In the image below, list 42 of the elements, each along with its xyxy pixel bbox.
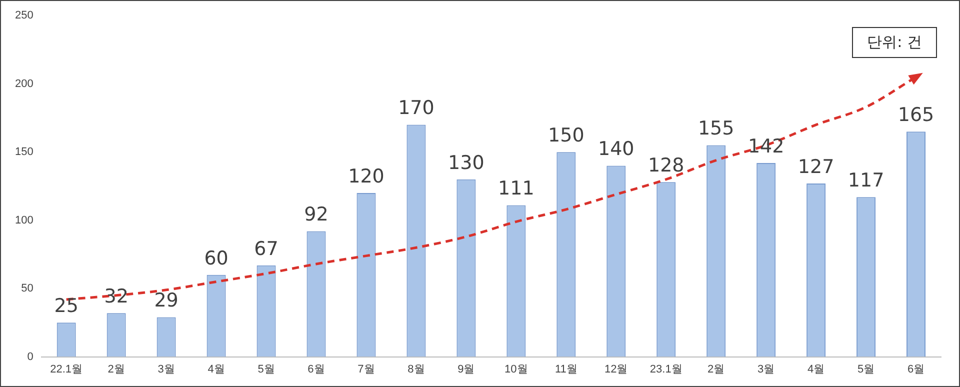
y-tick-label: 250 [14,10,34,22]
x-tick-label: 23.1월 [650,363,682,376]
data-label: 170 [398,97,434,120]
data-label: 117 [848,170,884,192]
data-label: 29 [154,290,178,312]
x-tick-label: 7월 [358,363,375,376]
x-tick-label: 8월 [408,363,425,376]
data-label: 127 [798,156,834,178]
y-tick-label: 100 [14,214,34,226]
data-label: 92 [304,204,328,226]
x-tick-label: 5월 [258,363,275,376]
x-tick-label: 4월 [208,363,225,376]
data-label: 130 [448,152,484,174]
x-tick-label: 4월 [807,363,825,376]
data-label: 67 [254,238,278,260]
data-label: 150 [548,124,584,147]
data-label: 165 [898,104,934,126]
data-label: 32 [104,286,128,308]
y-tick-label: 200 [14,78,34,90]
data-label: 155 [698,118,734,140]
x-tick-label: 5월 [857,363,875,376]
annotation: 단위: 건 [852,27,937,58]
x-tick-label: 10월 [504,363,528,376]
y-tick-label: 150 [14,146,34,158]
y-tick-label: 50 [21,282,34,295]
x-tick-label: 6월 [308,363,325,376]
data-label: 60 [204,247,228,270]
x-tick-label: 3월 [158,363,175,376]
data-label: 128 [648,154,684,177]
x-tick-label: 12월 [604,363,628,376]
x-tick-label: 2월 [708,363,725,376]
x-tick-label: 3월 [758,363,775,376]
data-label: 25 [54,295,78,318]
x-tick-label: 22.1월 [50,363,83,376]
x-tick-label: 2월 [108,363,125,376]
data-label: 140 [598,138,634,160]
x-tick-label: 9월 [458,363,475,376]
y-tick-label: 0 [27,350,34,363]
data-label: 111 [498,178,534,200]
x-tick-label: 6월 [907,363,925,376]
data-label: 120 [348,165,384,188]
x-tick-label: 11월 [554,363,578,376]
